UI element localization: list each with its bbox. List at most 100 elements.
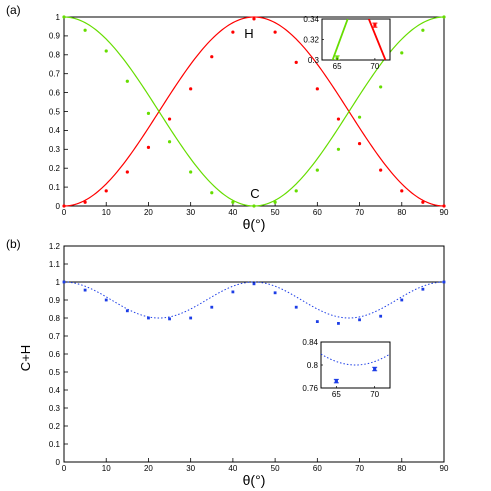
sum-point: [442, 280, 446, 284]
panel-b-xtick-label: 40: [228, 464, 237, 473]
sum-point: [379, 314, 383, 318]
series-C-point: [146, 111, 151, 115]
inset-a-xtick-label: 70: [370, 62, 379, 71]
panel-b-xtick-label: 20: [144, 464, 153, 473]
inset-b-ytick-label: 0.76: [302, 384, 318, 393]
inset-a-frame: [321, 18, 391, 61]
panel-a-ytick-label: 0.7: [49, 70, 61, 79]
series-C-point: [442, 15, 446, 19]
panel-b-xtick-label: 0: [62, 464, 67, 473]
panel-b-xtick-label: 80: [397, 464, 406, 473]
inset-b-frame: [320, 341, 391, 389]
panel-a-ytick-label: 1: [56, 13, 61, 22]
series-H-point: [336, 117, 341, 121]
panel-b-xtick-label: 50: [271, 464, 280, 473]
inset-a-ytick-label: 0.34: [303, 15, 319, 24]
panel-b-ytick-label: 0.4: [49, 386, 61, 395]
series-H-point: [146, 145, 151, 150]
series-H-point: [400, 189, 404, 193]
series-C-point: [83, 28, 87, 32]
series-H-point: [315, 87, 319, 91]
panel-b-ytick-label: 0.9: [49, 296, 61, 305]
series-C-point: [379, 85, 383, 89]
sum-point: [189, 316, 193, 320]
series-H-point: [252, 17, 256, 21]
series-H-point: [442, 204, 446, 208]
panel-b-xtick-label: 90: [440, 464, 449, 473]
inset-b-point: [373, 367, 377, 371]
sum-point: [62, 280, 66, 284]
series-C-point: [357, 115, 362, 119]
panel-b-ytick-label: 0.3: [49, 404, 61, 413]
panel-b-xtick-label: 70: [355, 464, 364, 473]
series-H-point: [62, 204, 66, 208]
series-H-point: [125, 170, 129, 174]
sum-point: [168, 317, 171, 321]
panel-b-ytick-label: 1: [56, 278, 61, 287]
series-C-point: [273, 200, 277, 204]
series-C-point: [231, 200, 235, 204]
panel-a-xlabel: θ(°): [243, 216, 266, 232]
panel-b-ytick-label: 0.5: [49, 368, 61, 377]
panel-a-xtick-label: 40: [228, 208, 237, 217]
inset-a-c-line: [331, 19, 349, 60]
panel-b-xlabel: θ(°): [243, 472, 266, 488]
inset-a-point: [335, 56, 339, 60]
sum-point: [231, 290, 235, 294]
inset-b-point: [334, 379, 338, 383]
inset-b-ytick-label: 0.8: [307, 361, 319, 370]
panel-a-xtick-label: 90: [440, 208, 449, 217]
series-C-point: [315, 168, 319, 172]
panel-a-xtick-label: 0: [62, 208, 67, 217]
panel-b-ytick-label: 0: [56, 458, 61, 467]
series-C-point: [294, 189, 298, 193]
panel-b-ytick-label: 1.1: [49, 260, 61, 269]
panel-a-ytick-label: 0.8: [49, 51, 61, 60]
series-H-point: [167, 117, 172, 121]
panel-a-xtick-label: 20: [144, 208, 153, 217]
panel-b-xtick-label: 10: [102, 464, 111, 473]
inset-a-point: [373, 23, 377, 27]
panel-b-label: (b): [6, 237, 21, 251]
sum-point: [294, 305, 298, 309]
sum-point: [400, 298, 404, 302]
panel-a-ytick-label: 0: [56, 202, 61, 211]
panel-a-ytick-label: 0.9: [49, 32, 61, 41]
inset-a-h-line: [368, 19, 387, 60]
panel-a-xtick-label: 50: [271, 208, 280, 217]
panel-b-ytick-label: 0.7: [49, 332, 61, 341]
panel-a-xtick-label: 60: [313, 208, 322, 217]
series-H-point: [357, 142, 362, 146]
panel-b-ytick-label: 1.2: [49, 242, 61, 251]
series-C-point: [62, 15, 66, 19]
panel-b-xtick-label: 30: [186, 464, 195, 473]
panel-a-ytick-label: 0.5: [49, 107, 61, 116]
panel-a-xtick-label: 30: [186, 208, 195, 217]
series-H-point: [294, 60, 298, 64]
panel-a-ytick-label: 0.6: [49, 88, 61, 97]
panel-b-ytick-label: 0.8: [49, 314, 61, 323]
sum-point: [337, 322, 340, 325]
panel-a-xtick-label: 70: [355, 208, 364, 217]
panel-a-label: (a): [6, 3, 21, 17]
inset-a-ytick-label: 0.32: [303, 36, 319, 45]
sum-point: [252, 282, 256, 286]
panel-a-xtick-label: 80: [397, 208, 406, 217]
series-H-point: [189, 87, 193, 91]
sum-point: [83, 288, 87, 292]
sum-point: [358, 318, 361, 322]
inset-a-ytick-label: 0.3: [308, 56, 320, 65]
sum-point: [125, 309, 129, 313]
panel-b-ylabel: C+H: [18, 345, 33, 371]
series-H-curve: [63, 16, 445, 207]
panel-a-ytick-label: 0.4: [49, 126, 61, 135]
series-C-point: [210, 191, 214, 195]
series-H-point: [83, 200, 87, 204]
sum-point: [210, 305, 214, 309]
series-C-point: [400, 51, 404, 55]
sum-point: [421, 287, 425, 291]
label-h: H: [244, 26, 253, 41]
series-C-point: [125, 79, 129, 83]
panel-a-ytick-label: 0.1: [49, 183, 61, 192]
